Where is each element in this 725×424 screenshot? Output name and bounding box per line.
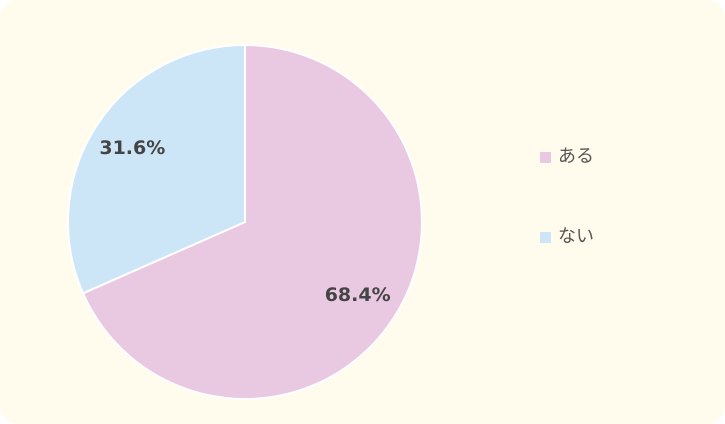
data-label: 68.4%: [325, 284, 391, 306]
pie-slice: [81, 43, 423, 400]
legend-label: ある: [558, 146, 594, 167]
data-label: 31.6%: [99, 137, 165, 159]
legend-label: ない: [558, 226, 594, 247]
pie-slice: [67, 43, 246, 295]
legend-swatch: [540, 232, 551, 243]
legend-swatch: [540, 152, 551, 163]
